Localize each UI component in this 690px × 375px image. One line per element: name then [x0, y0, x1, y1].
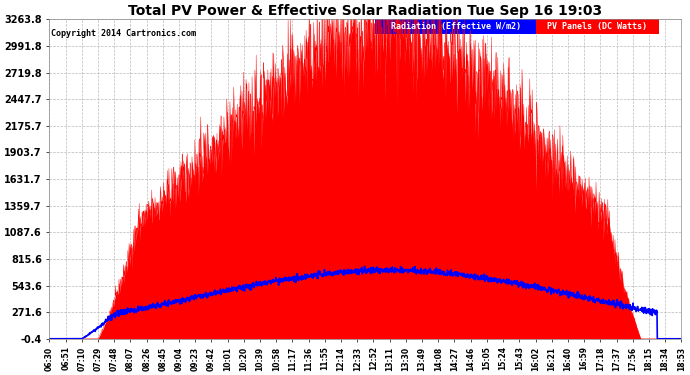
Bar [375, 20, 536, 34]
Title: Total PV Power & Effective Solar Radiation Tue Sep 16 19:03: Total PV Power & Effective Solar Radiati… [128, 4, 602, 18]
Text: Copyright 2014 Cartronics.com: Copyright 2014 Cartronics.com [50, 29, 196, 38]
Text: PV Panels (DC Watts): PV Panels (DC Watts) [547, 22, 647, 31]
Bar [536, 20, 659, 34]
Text: Radiation (Effective W/m2): Radiation (Effective W/m2) [391, 22, 521, 31]
